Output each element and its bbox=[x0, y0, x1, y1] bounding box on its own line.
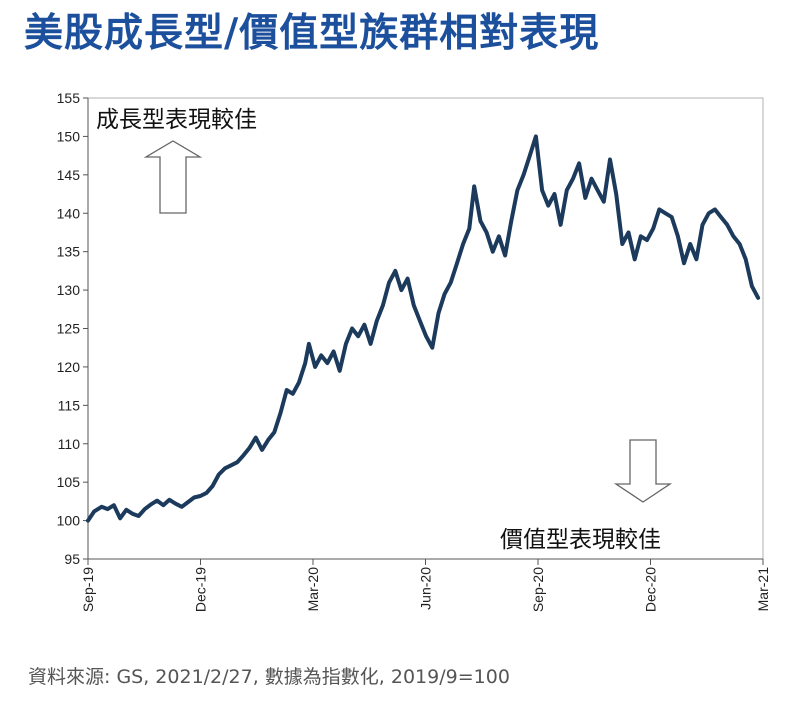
chart-title: 美股成長型/價值型族群相對表現 bbox=[24, 11, 600, 56]
series-layer bbox=[86, 134, 761, 523]
y-tick-label: 140 bbox=[57, 205, 81, 221]
y-tick-label: 130 bbox=[57, 282, 81, 298]
y-tick-label: 95 bbox=[64, 551, 80, 567]
y-axis-ticks: 95 100 105 110 115 120 125 130 135 140 145 150 155 bbox=[57, 90, 88, 567]
y-tick-label: 150 bbox=[57, 128, 81, 144]
x-tick-label: Sep-20 bbox=[530, 567, 546, 612]
x-tick-label: Mar-21 bbox=[755, 567, 771, 612]
annotation-growth-better: 成長型表現較佳 bbox=[96, 107, 257, 133]
annotations: 成長型表現較佳 價值型表現較佳 bbox=[96, 107, 673, 553]
y-tick-label: 155 bbox=[57, 90, 81, 106]
x-tick-label: Sep-19 bbox=[80, 567, 96, 612]
x-tick-label: Jun-20 bbox=[418, 567, 434, 610]
y-tick-label: 135 bbox=[57, 244, 81, 260]
y-tick-label: 115 bbox=[58, 397, 81, 413]
series-line bbox=[86, 134, 761, 523]
y-tick-label: 100 bbox=[57, 513, 81, 529]
y-tick-label: 105 bbox=[57, 474, 81, 490]
x-tick-label: Dec-20 bbox=[643, 567, 659, 612]
x-tick-label: Dec-19 bbox=[193, 567, 209, 612]
x-tick-label: Mar-20 bbox=[305, 567, 321, 612]
up-arrow-icon bbox=[143, 140, 203, 214]
down-arrow-icon bbox=[613, 439, 673, 503]
y-tick-label: 120 bbox=[57, 359, 81, 375]
source-note: 資料來源: GS, 2021/2/27, 數據為指數化, 2019/9=100 bbox=[28, 666, 510, 688]
annotation-value-better: 價值型表現較佳 bbox=[500, 527, 661, 553]
y-tick-label: 125 bbox=[57, 321, 81, 337]
y-tick-label: 110 bbox=[58, 436, 81, 452]
x-axis-ticks: Sep-19 Dec-19 Mar-20 Jun-20 Sep-20 Dec-20 Mar-… bbox=[80, 559, 771, 612]
y-tick-label: 145 bbox=[57, 167, 81, 183]
